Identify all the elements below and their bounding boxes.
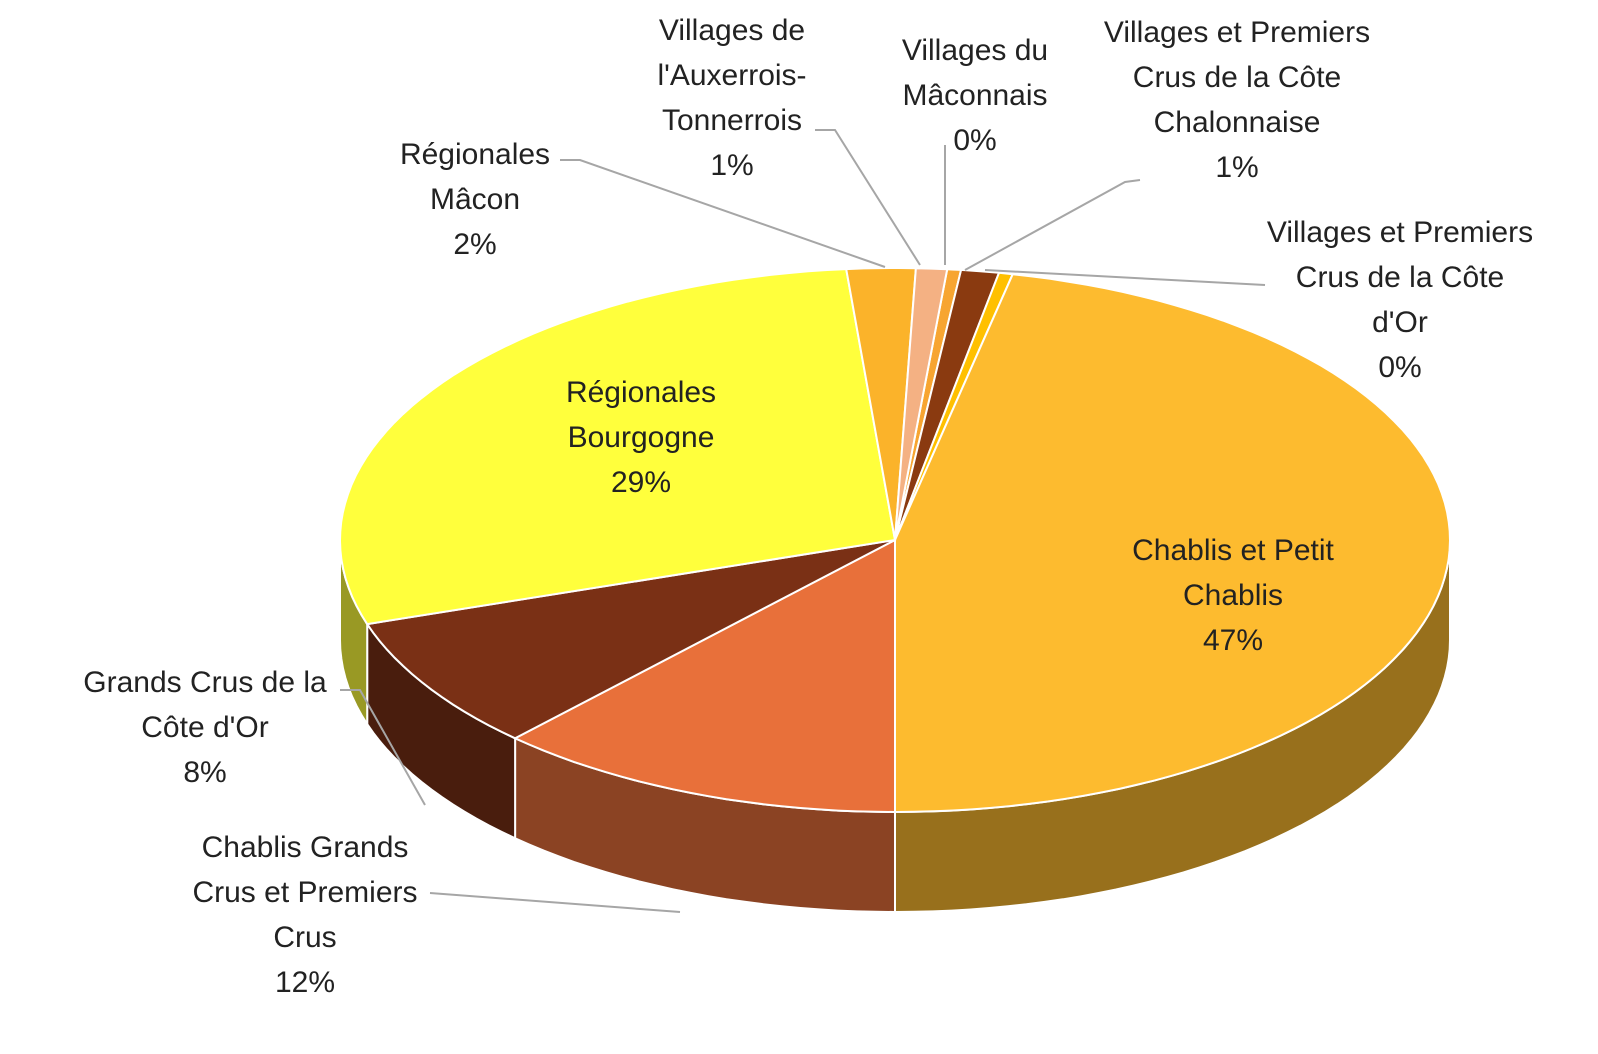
value-label: 0% — [953, 124, 997, 157]
data-label: Villages du Mâconnais 0% — [880, 28, 1070, 163]
category-label: Régionales Bourgogne — [565, 376, 717, 454]
leader-line — [815, 129, 921, 266]
data-label: Régionales Bourgogne 29% — [536, 370, 746, 505]
category-label: Villages de l'Auxerrois-Tonnerrois — [657, 14, 807, 137]
data-label: Villages et Premiers Crus de la Côte d'O… — [1265, 210, 1535, 390]
data-label: Villages de l'Auxerrois-Tonnerrois 1% — [637, 8, 827, 188]
slice — [894, 267, 949, 541]
value-label: 12% — [274, 966, 336, 999]
leader-line — [964, 179, 1141, 271]
category-label: Chablis et Petit Chablis — [1132, 534, 1334, 612]
data-label: Chablis Grands Crus et Premiers Crus 12% — [170, 825, 440, 1005]
slice — [512, 538, 896, 814]
slice — [338, 268, 897, 626]
category-label: Chablis Grands Crus et Premiers Crus — [192, 831, 418, 954]
leader-line — [984, 269, 1266, 286]
value-label: 1% — [1215, 151, 1259, 184]
category-label: Régionales Mâcon — [399, 138, 551, 216]
data-label: Villages et Premiers Crus de la Côte Cha… — [1102, 10, 1372, 190]
category-label: Villages et Premiers Crus de la Côte Cha… — [1103, 16, 1371, 139]
value-label: 0% — [1378, 351, 1422, 384]
category-label: Villages du Mâconnais — [901, 34, 1049, 112]
leader-line — [340, 689, 426, 806]
value-label: 1% — [710, 149, 754, 182]
data-label: Régionales Mâcon 2% — [380, 132, 570, 267]
slice — [894, 273, 1452, 814]
value-label: 8% — [183, 756, 227, 789]
data-label: Grands Crus de la Côte d'Or 8% — [60, 660, 350, 795]
slice — [365, 539, 896, 740]
value-label: 29% — [610, 466, 672, 499]
data-label: Chablis et Petit Chablis 47% — [1103, 528, 1363, 663]
category-label: Villages et Premiers Crus de la Côte d'O… — [1266, 216, 1534, 339]
leader-line — [560, 159, 886, 268]
value-label: 47% — [1202, 624, 1264, 657]
value-label: 2% — [453, 228, 497, 261]
category-label: Grands Crus de la Côte d'Or — [83, 666, 327, 744]
leader-line — [429, 892, 681, 913]
